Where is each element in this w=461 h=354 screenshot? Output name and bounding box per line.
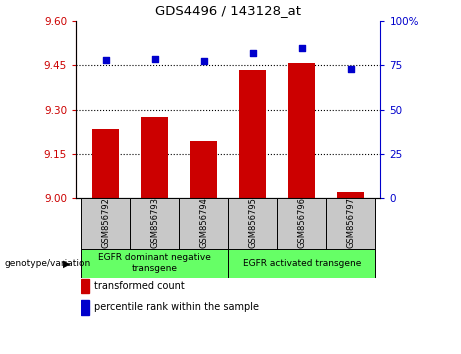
- Text: GSM856796: GSM856796: [297, 198, 306, 249]
- Bar: [179, 198, 228, 250]
- Text: ▶: ▶: [63, 259, 71, 269]
- Text: GSM856793: GSM856793: [150, 198, 159, 249]
- Bar: [239, 70, 266, 198]
- Text: EGFR dominant negative
transgene: EGFR dominant negative transgene: [98, 253, 211, 273]
- Text: GSM856794: GSM856794: [199, 198, 208, 248]
- Title: GDS4496 / 143128_at: GDS4496 / 143128_at: [155, 4, 301, 17]
- Bar: [288, 63, 315, 198]
- Point: [200, 58, 207, 64]
- Text: GSM856795: GSM856795: [248, 198, 257, 248]
- Bar: [337, 192, 364, 198]
- Text: GSM856797: GSM856797: [346, 198, 355, 249]
- Text: genotype/variation: genotype/variation: [5, 259, 91, 268]
- Point: [298, 45, 306, 51]
- Bar: [228, 249, 375, 278]
- Bar: [81, 300, 89, 315]
- Text: GSM856792: GSM856792: [101, 198, 110, 248]
- Point: [249, 50, 256, 56]
- Point: [102, 57, 109, 63]
- Point: [347, 66, 355, 72]
- Text: percentile rank within the sample: percentile rank within the sample: [94, 302, 259, 313]
- Bar: [228, 198, 277, 250]
- Bar: [81, 198, 130, 250]
- Text: transformed count: transformed count: [94, 281, 184, 291]
- Bar: [81, 279, 89, 293]
- Point: [151, 57, 158, 62]
- Bar: [141, 117, 168, 198]
- Bar: [326, 198, 375, 250]
- Bar: [81, 249, 228, 278]
- Bar: [277, 198, 326, 250]
- Text: EGFR activated transgene: EGFR activated transgene: [242, 259, 361, 268]
- Bar: [130, 198, 179, 250]
- Bar: [190, 141, 217, 198]
- Bar: [92, 129, 119, 198]
